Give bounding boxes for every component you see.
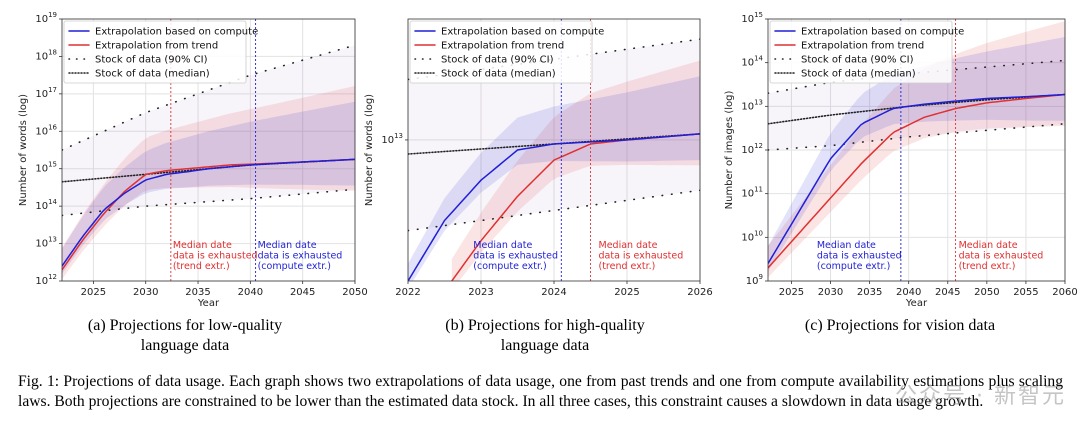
y-tick-label-13: 1013	[741, 98, 763, 112]
caption-b-line1: (b) Projections for high-quality	[445, 317, 645, 334]
y-tick-label-16: 1016	[35, 123, 57, 137]
watermark: 公众号 · 新智元	[895, 384, 1066, 409]
plot-area-a	[62, 19, 355, 281]
x-tick-label-2055: 2055	[1013, 287, 1038, 298]
legend-label-compute-c: Extrapolation based on compute	[801, 27, 964, 38]
legend-a: Extrapolation based on compute Extrapolat…	[63, 20, 258, 84]
x-tick-label-2040: 2040	[896, 287, 921, 298]
caption-a-line2: language data	[140, 337, 230, 354]
caption-c-line1: (c) Projections for vision data	[804, 317, 996, 334]
x-tick-label-2060: 2060	[1052, 287, 1077, 298]
legend-c: Extrapolation based on compute Extrapolat…	[769, 20, 964, 84]
caption-b: (b) Projections for high-quality languag…	[390, 316, 700, 356]
x-tick-label-2026: 2026	[687, 287, 712, 298]
x-tick-label-2050: 2050	[974, 287, 999, 298]
annotation-compute-a: Median date data is exhausted (compute ext…	[258, 240, 343, 272]
y-tick-label-9: 109	[746, 273, 763, 287]
caption-b-line2: language data	[500, 337, 590, 354]
y-tick-label-15: 1015	[741, 11, 763, 25]
x-tick-label-2025: 2025	[614, 287, 639, 298]
x-tick-label-2023: 2023	[468, 287, 493, 298]
x-tick-label-2022: 2022	[395, 287, 420, 298]
legend-label-ci-b: Stock of data (90% CI)	[441, 55, 554, 66]
x-tick-label-2035: 2035	[185, 287, 210, 298]
compute-line-a	[62, 158, 355, 267]
annotation-trend-b: Median date data is exhausted (trend extr.…	[599, 240, 684, 272]
panel-c-chart: 2025 2030 2035 2040 2045 2050 2055 2060 109 1010 1…	[715, 0, 1080, 310]
trend-band-c	[768, 21, 1065, 278]
y-tick-label-14: 1014	[741, 55, 763, 69]
chart-svg-c: 2025 2030 2035 2040 2045 2050 2055 2060 109 1010 1…	[724, 11, 1078, 309]
figure-caption: Fig. 1: Projections of data usage. Each …	[18, 373, 1063, 410]
y-axis-label-c: Number of images (log)	[724, 91, 735, 210]
x-tick-label-2045: 2045	[935, 287, 960, 298]
x-axis-label-a: Year	[197, 298, 220, 309]
annotation-compute-b: Median date data is exhausted (compute ext…	[473, 240, 558, 272]
legend-b: Extrapolation based on compute Extrapolat…	[409, 20, 604, 84]
compute-line-c	[768, 93, 1065, 264]
legend-box-b	[409, 20, 593, 84]
x-tick-label-2035: 2035	[857, 287, 882, 298]
stock-band-b	[408, 39, 700, 231]
compute-line-b	[408, 133, 700, 281]
legend-label-median-c: Stock of data (median)	[801, 69, 916, 80]
x-tick-label-2025: 2025	[779, 287, 804, 298]
legend-box-c	[769, 20, 953, 84]
x-tick-label-2025: 2025	[81, 287, 106, 298]
annotation-trend-c: Median date data is exhausted (trend extr.…	[959, 240, 1044, 272]
y-tick-label-19: 1019	[35, 11, 57, 25]
compute-band-a	[62, 101, 355, 274]
plot-area-b	[408, 19, 700, 281]
trend-line-c	[768, 93, 1065, 269]
x-tick-label-2024: 2024	[541, 287, 566, 298]
annotation-compute-c: Median date data is exhausted (compute ext…	[817, 240, 902, 272]
legend-label-ci-c: Stock of data (90% CI)	[801, 55, 914, 66]
chart-svg-a: 2025 2030 2035 2040 2045 2050 1012 1013 1014 1015…	[18, 11, 368, 309]
panel-a-chart: 2025 2030 2035 2040 2045 2050 1012 1013 1014 1015…	[0, 0, 368, 310]
y-tick-label-12: 1012	[741, 142, 763, 156]
y-axis-label-b: Number of words (log)	[364, 94, 375, 206]
caption-a-line1: (a) Projections for low-quality	[87, 317, 283, 334]
x-tick-label-2045: 2045	[290, 287, 315, 298]
legend-label-compute-a: Extrapolation based on compute	[95, 27, 258, 38]
y-tick-label-18: 1018	[35, 48, 57, 62]
compute-band-b	[408, 76, 700, 281]
caption-a: (a) Projections for low-quality language…	[30, 316, 340, 356]
trend-band-b	[451, 60, 700, 281]
stock-band-a	[62, 45, 355, 216]
y-tick-label-15: 1015	[35, 161, 57, 175]
y-tick-label-13: 1013	[35, 236, 57, 250]
axes-frame-a	[61, 18, 356, 282]
legend-box-a	[63, 20, 247, 84]
trend-band-a	[62, 85, 355, 280]
legend-label-trend-b: Extrapolation from trend	[441, 41, 564, 52]
y-tick-label-10: 1010	[741, 229, 763, 243]
compute-band-c	[768, 36, 1065, 272]
y-axis-label-a: Number of words (log)	[18, 94, 29, 206]
y-tick-label-14: 1014	[35, 198, 57, 212]
legend-label-trend-a: Extrapolation from trend	[95, 41, 218, 52]
legend-label-median-a: Stock of data (median)	[95, 69, 210, 80]
legend-label-ci-a: Stock of data (90% CI)	[95, 55, 208, 66]
x-tick-label-2040: 2040	[238, 287, 263, 298]
chart-svg-b: 2022 2023 2024 2025 2026 1013 Number of words …	[364, 18, 713, 298]
x-tick-label-2030: 2030	[818, 287, 843, 298]
y-tick-label-13: 1013	[381, 132, 403, 146]
x-tick-label-2050: 2050	[342, 287, 367, 298]
caption-c: (c) Projections for vision data	[740, 316, 1060, 336]
legend-label-median-b: Stock of data (median)	[441, 69, 556, 80]
annotation-trend-a: Median date data is exhausted (trend extr.…	[173, 240, 258, 272]
x-tick-label-2030: 2030	[133, 287, 158, 298]
legend-label-compute-b: Extrapolation based on compute	[441, 27, 604, 38]
panel-b-chart: 2022 2023 2024 2025 2026 1013 Number of words …	[360, 0, 720, 310]
y-tick-label-12: 1012	[35, 273, 57, 287]
y-tick-label-17: 1017	[35, 86, 57, 100]
y-tick-label-11: 1011	[741, 186, 763, 200]
legend-label-trend-c: Extrapolation from trend	[801, 41, 924, 52]
x-axis-label-c: Year	[905, 298, 928, 309]
